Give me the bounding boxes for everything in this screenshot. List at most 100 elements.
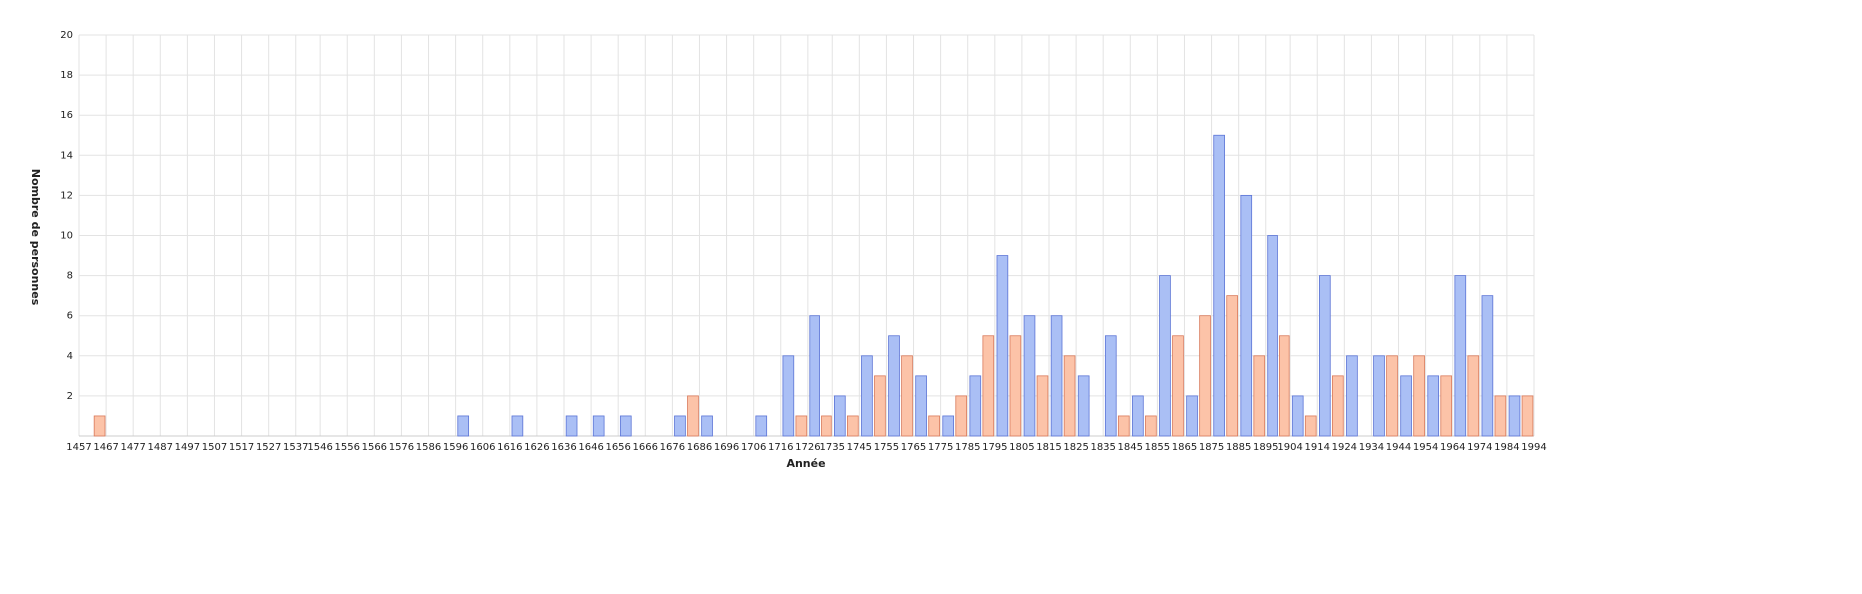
x-tick-label: 1556 [335,442,360,453]
y-tick-label: 8 [67,271,73,282]
x-tick-label: 1825 [1063,442,1088,453]
bar [93,415,106,437]
x-tick-label: 1974 [1467,442,1492,453]
bar [1009,335,1022,437]
bar [674,415,686,437]
bar [1132,395,1144,437]
bar [809,315,820,437]
y-tick-label: 20 [60,30,73,41]
bar [821,415,832,437]
bar [901,355,913,437]
bar [861,355,873,437]
y-tick-label: 16 [60,110,73,121]
y-tick-label: 4 [67,351,73,362]
bar [1267,235,1278,437]
bar [795,415,808,437]
bar [1481,295,1494,437]
x-tick-label: 1546 [307,442,332,453]
x-tick-label: 1716 [768,442,793,453]
x-tick-label: 1994 [1521,442,1546,453]
x-tick-label: 1517 [229,442,254,453]
x-tick-label: 1944 [1386,442,1411,453]
x-tick-label: 1686 [687,442,712,453]
x-tick-label: 1646 [578,442,603,453]
x-tick-label: 1865 [1172,442,1197,453]
bar [996,255,1009,437]
bar [1373,355,1385,437]
x-tick-label: 1566 [362,442,387,453]
bar [942,415,955,437]
bar [565,415,578,437]
x-tick-label: 1795 [982,442,1007,453]
bar [1199,315,1211,437]
x-tick-label: 1855 [1145,442,1170,453]
x-tick-label: 1755 [874,442,899,453]
x-tick-label: 1835 [1090,442,1115,453]
x-axis-label: Année [786,457,825,470]
bar [457,415,470,437]
bar [1386,355,1398,437]
bar [1400,375,1412,437]
x-tick-label: 1924 [1332,442,1357,453]
x-tick-label: 1656 [605,442,630,453]
bar [1346,355,1358,437]
bar [619,415,632,437]
bar [701,415,713,437]
y-tick-label: 10 [60,231,73,242]
x-tick-label: 1586 [416,442,441,453]
x-tick-label: 1576 [389,442,414,453]
bar [969,375,982,437]
x-tick-label: 1626 [524,442,549,453]
bar [1332,375,1344,437]
bar [782,355,795,437]
x-tick-label: 1775 [928,442,953,453]
bar [511,415,524,437]
x-tick-label: 1845 [1118,442,1143,453]
bar [1063,355,1076,437]
x-tick-label: 1984 [1494,442,1519,453]
bar [1279,335,1290,437]
y-tick-label: 6 [67,311,73,322]
x-tick-label: 1666 [633,442,658,453]
x-tick-label: 1477 [120,442,145,453]
bar [888,335,900,437]
bar [687,395,699,437]
bar [874,375,886,437]
bar [928,415,940,437]
bar [1050,315,1063,437]
x-tick-label: 1537 [283,442,308,453]
bar [1145,415,1157,437]
y-tick-label: 2 [67,391,73,402]
bar [1494,395,1507,437]
x-tick-label: 1676 [660,442,685,453]
bar [1104,335,1117,437]
x-tick-label: 1745 [847,442,872,453]
x-tick-label: 1706 [741,442,766,453]
bar [1036,375,1049,437]
x-tick-label: 1805 [1009,442,1034,453]
bar [982,335,995,437]
x-tick-label: 1765 [901,442,926,453]
bar [1240,194,1253,437]
bar [1467,355,1480,437]
y-tick-label: 18 [60,70,73,81]
x-tick-label: 1885 [1226,442,1251,453]
x-tick-label: 1507 [202,442,227,453]
x-tick-label: 1606 [470,442,495,453]
bar [592,415,605,437]
x-tick-label: 1457 [66,442,91,453]
bar [1023,315,1036,437]
x-tick-label: 1914 [1305,442,1330,453]
x-tick-label: 1954 [1413,442,1438,453]
bar [1077,375,1090,437]
bar [1253,355,1266,437]
y-tick-label: 12 [60,190,73,201]
x-tick-label: 1497 [175,442,200,453]
bar [1508,395,1521,437]
bar [1213,134,1225,437]
x-tick-label: 1487 [148,442,173,453]
bar [1413,355,1425,437]
bar [755,415,768,437]
bar [1440,375,1453,437]
